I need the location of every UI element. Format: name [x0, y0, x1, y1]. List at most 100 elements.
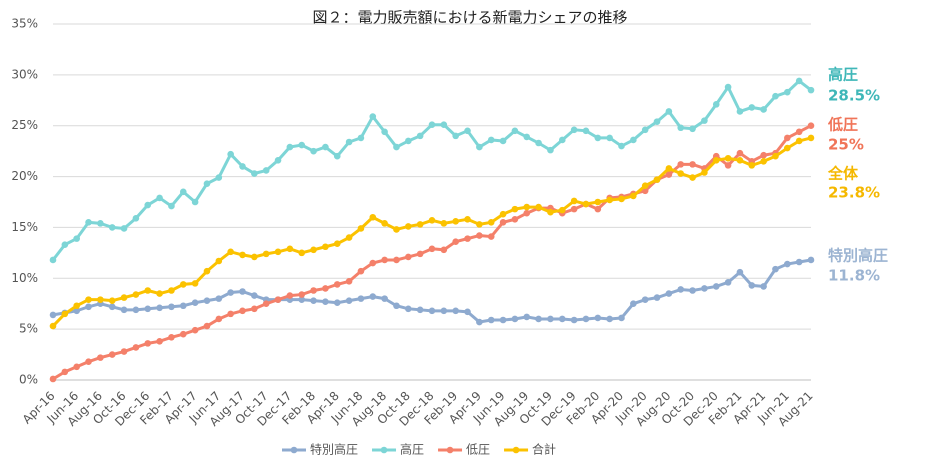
annotation-value: 28.5%	[828, 87, 880, 105]
data-point	[807, 256, 815, 264]
y-tick-label: 25%	[11, 118, 38, 132]
data-point	[310, 147, 317, 155]
data-point	[511, 315, 519, 323]
data-point	[262, 167, 270, 174]
data-point	[701, 285, 708, 292]
data-point	[168, 303, 175, 311]
annotation-value: 11.8%	[828, 267, 880, 285]
data-point	[179, 188, 187, 196]
data-point	[251, 292, 258, 299]
data-point	[511, 127, 519, 135]
data-point	[582, 315, 590, 323]
data-point	[73, 302, 80, 310]
data-point	[416, 132, 424, 140]
data-point	[677, 161, 685, 168]
data-point	[393, 256, 400, 264]
data-point	[689, 174, 696, 181]
data-point	[357, 295, 365, 302]
data-point	[677, 286, 685, 293]
data-point	[156, 290, 163, 297]
data-point	[760, 158, 767, 165]
data-point	[97, 354, 104, 361]
data-point	[298, 249, 306, 257]
data-point	[476, 221, 483, 228]
data-point	[251, 170, 258, 177]
data-point	[168, 202, 175, 210]
data-point	[736, 156, 744, 164]
data-point	[618, 142, 625, 150]
data-point	[251, 253, 258, 261]
data-point	[784, 88, 791, 96]
data-point	[736, 149, 744, 157]
data-point	[251, 305, 258, 313]
data-point	[61, 368, 69, 376]
data-point	[547, 208, 554, 216]
data-point	[239, 163, 246, 170]
data-point	[144, 305, 152, 313]
data-point	[191, 280, 199, 287]
data-point	[760, 151, 767, 159]
data-point	[712, 156, 720, 164]
data-point	[179, 302, 187, 310]
data-point	[653, 118, 661, 125]
data-point	[736, 268, 744, 276]
data-point	[535, 139, 542, 147]
data-point	[606, 196, 613, 204]
data-point	[108, 303, 116, 311]
data-point	[523, 313, 531, 321]
data-point	[381, 220, 388, 227]
data-point	[748, 104, 756, 111]
data-point	[499, 137, 507, 145]
data-point	[108, 297, 116, 304]
data-point	[724, 162, 732, 169]
data-point	[85, 358, 92, 365]
data-point	[239, 251, 246, 259]
data-point	[630, 300, 637, 308]
data-point	[345, 138, 353, 146]
data-point	[523, 133, 531, 141]
data-point	[333, 240, 341, 248]
data-point	[191, 299, 199, 306]
y-tick-label: 15%	[11, 220, 38, 234]
data-point	[156, 338, 163, 345]
data-point	[452, 307, 459, 315]
data-point	[689, 125, 696, 133]
data-point	[73, 307, 80, 315]
data-point	[476, 232, 483, 239]
data-point	[191, 198, 199, 206]
data-point	[594, 134, 602, 142]
data-point	[156, 194, 163, 202]
data-point	[156, 304, 163, 312]
data-point	[274, 296, 282, 303]
legend-label: 低圧	[466, 443, 490, 457]
data-point	[641, 296, 649, 303]
data-point	[487, 316, 495, 324]
data-point	[558, 136, 566, 144]
data-point	[168, 333, 175, 341]
data-point	[464, 235, 471, 242]
data-point	[310, 246, 317, 254]
annotation-name: 特別高圧	[828, 247, 888, 265]
data-point	[393, 226, 400, 233]
data-point	[203, 297, 211, 304]
data-point	[487, 136, 495, 144]
data-point	[120, 225, 128, 232]
data-point	[144, 287, 152, 294]
data-point	[61, 310, 69, 318]
annotation-value: 25%	[828, 136, 864, 154]
data-point	[677, 170, 685, 177]
data-point	[795, 128, 803, 136]
data-point	[215, 174, 223, 181]
data-point	[416, 306, 424, 314]
data-point	[286, 245, 294, 253]
data-point	[381, 128, 388, 136]
data-point	[535, 203, 542, 211]
y-tick-label: 5%	[19, 322, 38, 336]
data-point	[547, 315, 554, 323]
data-point	[795, 77, 803, 85]
data-point	[168, 287, 175, 294]
data-point	[298, 291, 306, 298]
annotation-name: 全体	[827, 165, 859, 183]
data-point	[274, 156, 282, 164]
data-point	[630, 136, 637, 144]
